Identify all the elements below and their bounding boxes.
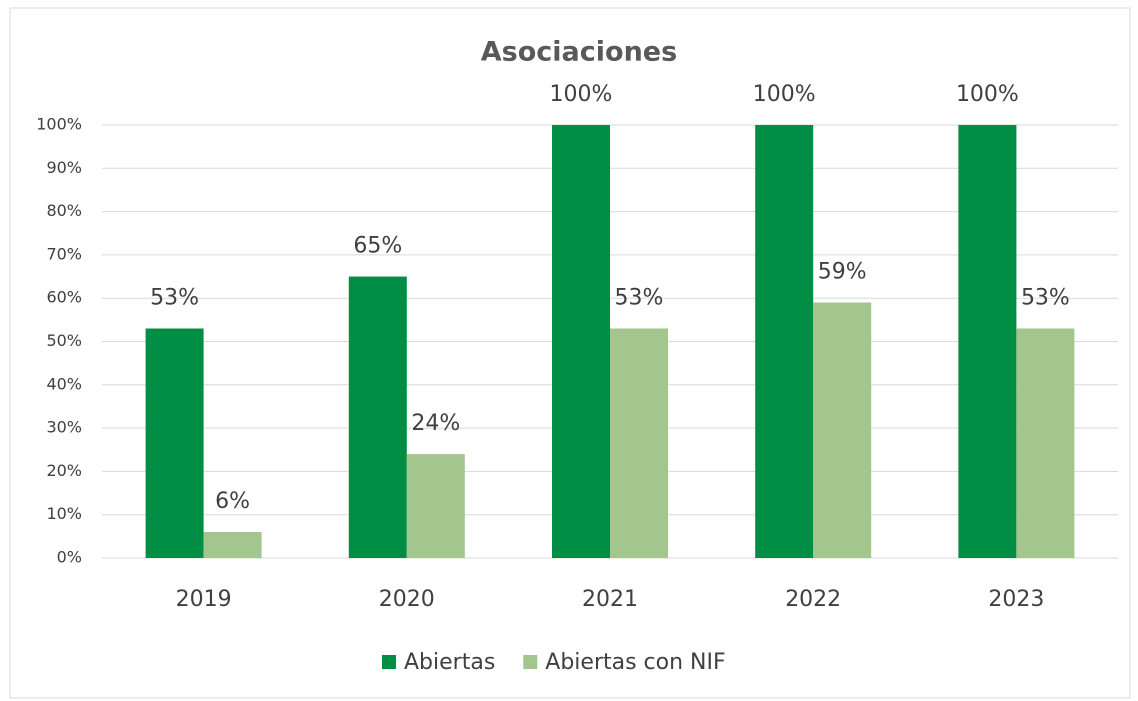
y-tick-label: 40% — [46, 374, 82, 393]
data-label: 100% — [550, 82, 613, 107]
y-tick-label: 50% — [46, 331, 82, 350]
data-label: 59% — [818, 260, 867, 285]
bar — [203, 532, 262, 558]
y-tick-label: 0% — [57, 548, 82, 567]
bar — [958, 125, 1017, 558]
x-tick-label: 2019 — [176, 587, 232, 612]
y-tick-label: 20% — [46, 461, 82, 480]
y-tick-label: 30% — [46, 418, 82, 437]
data-label: 100% — [753, 82, 816, 107]
bar — [1016, 328, 1075, 558]
data-label: 100% — [956, 82, 1019, 107]
x-tick-label: 2022 — [785, 587, 841, 612]
data-label: 65% — [353, 234, 402, 259]
legend-label: Abiertas con NIF — [545, 650, 725, 675]
bar — [610, 328, 668, 558]
legend-swatch — [382, 655, 396, 669]
bar — [348, 276, 407, 558]
bar — [145, 328, 204, 558]
data-label: 24% — [411, 411, 460, 436]
y-tick-label: 90% — [46, 158, 82, 177]
data-label: 53% — [1021, 286, 1070, 311]
y-tick-label: 60% — [46, 288, 82, 307]
data-label: 53% — [615, 286, 664, 311]
y-tick-label: 80% — [46, 201, 82, 220]
bar — [755, 125, 814, 558]
chart-title: Asociaciones — [481, 37, 677, 68]
data-label: 6% — [215, 489, 250, 514]
y-tick-label: 100% — [36, 115, 82, 134]
x-tick-label: 2020 — [379, 587, 435, 612]
data-label: 53% — [150, 286, 199, 311]
x-tick-label: 2023 — [988, 587, 1044, 612]
legend-label: Abiertas — [404, 650, 495, 675]
bar — [406, 454, 465, 558]
bar — [813, 302, 872, 558]
x-tick-label: 2021 — [582, 587, 638, 612]
y-tick-label: 10% — [46, 504, 82, 523]
legend-swatch — [523, 655, 538, 669]
y-tick-label: 70% — [46, 244, 82, 263]
bar — [552, 125, 610, 558]
